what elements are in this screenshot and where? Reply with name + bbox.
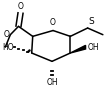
- Text: O: O: [3, 30, 9, 39]
- Text: HO: HO: [2, 43, 13, 52]
- Text: OH: OH: [88, 43, 99, 52]
- Polygon shape: [70, 45, 86, 53]
- Text: O: O: [18, 1, 23, 11]
- Text: S: S: [89, 17, 94, 26]
- Text: O: O: [50, 18, 56, 27]
- Text: OH: OH: [46, 78, 58, 87]
